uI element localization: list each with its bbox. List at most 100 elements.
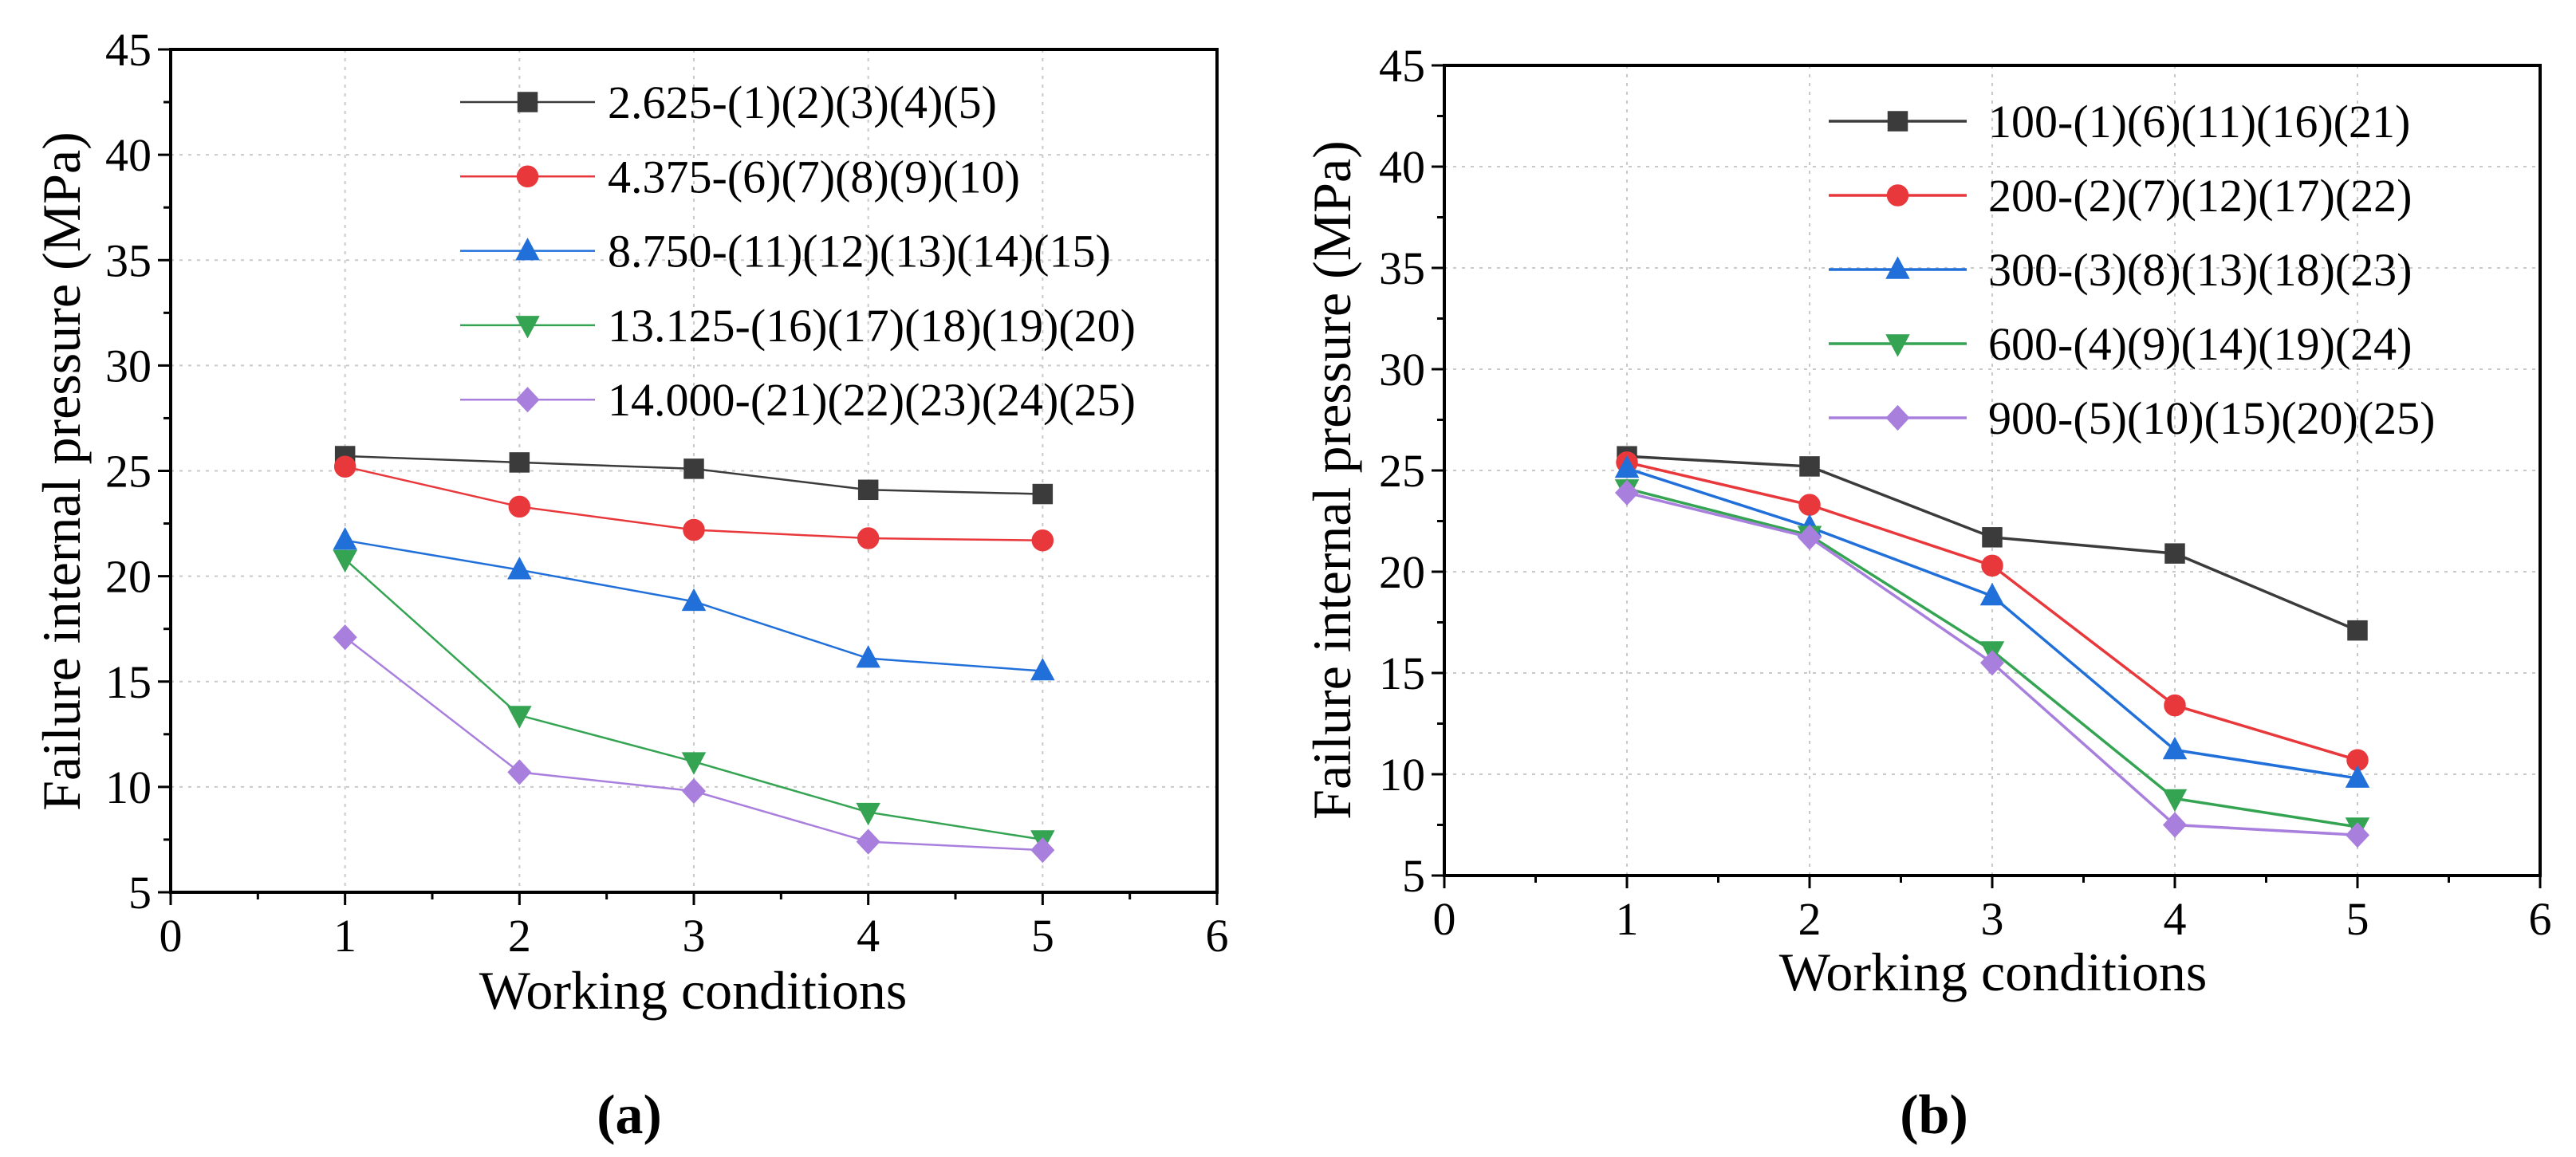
- chart-a-panel-label: (a): [597, 1084, 662, 1146]
- chart-b-legend-marker-4: [1885, 334, 1910, 357]
- chart-b-legend-label-3: 300-(3)(8)(13)(18)(23): [1988, 244, 2412, 296]
- chart-b-series-5-point-2: [1797, 524, 1822, 550]
- chart-b-y-tick-label-20: 20: [1379, 546, 1425, 598]
- chart-b-y-tick-label-45: 45: [1379, 40, 1425, 92]
- chart-a-y-tick-label-20: 20: [105, 551, 152, 603]
- chart-b-series-5-point-5: [2345, 822, 2370, 848]
- chart-a-series-2-point-1: [333, 455, 356, 478]
- chart-b-x-tick-label-3: 3: [1981, 893, 2004, 945]
- chart-a-x-tick-label-1: 1: [333, 910, 356, 962]
- chart-a-series-2-point-4: [857, 527, 880, 549]
- chart-b-x-axis-title: Working conditions: [1779, 942, 2208, 1002]
- chart-a-legend-marker-4: [515, 316, 540, 339]
- chart-b-series-3-point-3: [1979, 582, 2005, 606]
- chart-b-legend-marker-5: [1885, 404, 1910, 431]
- chart-a-legend-label-1: 2.625-(1)(2)(3)(4)(5): [608, 77, 997, 128]
- chart-b-y-tick-label-25: 25: [1379, 445, 1425, 497]
- chart-a-series-4-point-4: [856, 802, 880, 826]
- chart-a-x-tick-label-2: 2: [508, 910, 531, 962]
- chart-a-legend-marker-5: [515, 387, 540, 413]
- chart-a-y-tick-label-10: 10: [105, 761, 152, 813]
- chart-b-y-tick-label-5: 5: [1402, 850, 1425, 902]
- chart-a-legend-marker-2: [516, 165, 539, 188]
- chart-b-y-axis-title: Failure internal pressure (MPa): [1302, 140, 1362, 820]
- chart-b-series-5-point-3: [1979, 650, 2005, 676]
- chart-a-series-4-point-1: [333, 549, 357, 573]
- chart-a-series-2-point-2: [508, 495, 531, 518]
- chart-b-panel-label: (b): [1900, 1084, 1968, 1146]
- chart-b-y-tick-label-30: 30: [1379, 344, 1425, 396]
- chart-a-x-tick-label-0: 0: [160, 910, 183, 962]
- chart-a-series-1-point-4: [857, 479, 879, 501]
- chart-a-y-axis-title: Failure internal pressure (MPa): [31, 132, 92, 811]
- chart-b-legend-label-1: 100-(1)(6)(11)(16)(21): [1988, 96, 2410, 148]
- chart-b-x-tick-label-4: 4: [2164, 893, 2187, 945]
- chart-b-x-tick-label-5: 5: [2346, 893, 2369, 945]
- chart-a-series-1-point-3: [683, 458, 704, 479]
- chart-b-series-1-point-4: [2164, 543, 2185, 564]
- chart-b-legend-marker-3: [1885, 256, 1910, 279]
- chart-a-legend-label-2: 4.375-(6)(7)(8)(9)(10): [608, 151, 1020, 203]
- chart-a-y-tick-label-40: 40: [105, 129, 152, 181]
- chart-b-y-tick-label-10: 10: [1379, 749, 1425, 801]
- chart-a-series-2-point-5: [1031, 529, 1054, 552]
- chart-panel-a: 0 1 2 3 4 5 6510152025303540452.625-(1)(2)(3)(…: [31, 24, 1229, 1146]
- chart-a-y-tick-label-45: 45: [105, 24, 152, 76]
- chart-b-series-1-point-2: [1799, 456, 1820, 477]
- chart-a-y-tick-label-5: 5: [128, 867, 152, 919]
- chart-a-x-tick-label-5: 5: [1031, 910, 1054, 962]
- chart-a-legend-marker-3: [515, 238, 540, 261]
- chart-b-series-5-point-4: [2162, 812, 2188, 838]
- chart-a-y-tick-label-25: 25: [105, 446, 152, 498]
- chart-a-series-3-point-1: [333, 527, 357, 550]
- chart-a-series-5-point-1: [333, 624, 357, 651]
- chart-a-y-tick-label-35: 35: [105, 234, 152, 286]
- chart-b-series-2-point-2: [1798, 494, 1821, 516]
- chart-a-y-tick-label-15: 15: [105, 656, 152, 708]
- chart-a-series-3-point-5: [1030, 657, 1055, 681]
- chart-a-series-2-point-3: [683, 518, 705, 541]
- chart-b-legend-label-5: 900-(5)(10)(15)(20)(25): [1988, 392, 2435, 444]
- chart-b-series-3-point-1: [1614, 455, 1640, 478]
- chart-b-x-tick-label-1: 1: [1616, 893, 1639, 945]
- chart-b-y-tick-label-35: 35: [1379, 242, 1425, 294]
- chart-b-legend-label-4: 600-(4)(9)(14)(19)(24): [1988, 318, 2412, 370]
- chart-b-legend-label-2: 200-(2)(7)(12)(17)(22): [1988, 170, 2412, 222]
- chart-b-series-1-point-5: [2347, 620, 2368, 641]
- chart-a-legend-marker-1: [517, 92, 538, 112]
- chart-b-series-4-point-4: [2162, 789, 2188, 813]
- chart-b-x-tick-label-2: 2: [1798, 893, 1822, 945]
- chart-b-series-3-point-5: [2345, 765, 2370, 788]
- chart-a-x-axis-title: Working conditions: [479, 960, 908, 1021]
- chart-b-series-3-point-4: [2162, 736, 2188, 760]
- chart-b-legend-marker-1: [1887, 111, 1908, 132]
- chart-a-series-5-point-4: [856, 828, 880, 855]
- chart-a-series-3-point-3: [681, 588, 707, 612]
- chart-b-series-5-point-1: [1614, 479, 1640, 506]
- chart-a-series-1-point-2: [509, 452, 530, 473]
- chart-a-x-tick-label-3: 3: [683, 910, 706, 962]
- chart-b-y-tick-label-15: 15: [1379, 647, 1425, 699]
- chart-a-series-5-point-2: [507, 759, 532, 785]
- chart-a-legend-label-4: 13.125-(16)(17)(18)(19)(20): [608, 300, 1136, 352]
- chart-b-series-2-point-3: [1981, 554, 2003, 577]
- chart-a-series-4-point-2: [507, 706, 532, 729]
- chart-b-series-1-point-3: [1982, 527, 2003, 548]
- chart-a-x-tick-label-6: 6: [1206, 910, 1229, 962]
- chart-panel-b: 0 1 2 3 4 5 651015202530354045100-(1)(6)(11)(1…: [1302, 40, 2552, 1146]
- chart-b-y-tick-label-40: 40: [1379, 141, 1425, 193]
- chart-a-series-5-point-3: [681, 778, 707, 805]
- chart-a-series-4-point-3: [681, 752, 707, 775]
- chart-a-legend-label-3: 8.750-(11)(12)(13)(14)(15): [608, 226, 1111, 277]
- chart-a-series-5-point-5: [1030, 837, 1055, 864]
- chart-b-x-tick-label-0: 0: [1433, 893, 1456, 945]
- chart-a-series-3-point-2: [507, 557, 532, 580]
- chart-b-legend-marker-2: [1886, 184, 1909, 207]
- chart-b-series-2-point-4: [2164, 694, 2186, 717]
- chart-a-y-tick-label-30: 30: [105, 340, 152, 392]
- chart-a-x-tick-label-4: 4: [857, 910, 880, 962]
- chart-a-legend-label-5: 14.000-(21)(22)(23)(24)(25): [608, 374, 1136, 426]
- chart-a-series-1-point-5: [1032, 483, 1054, 505]
- chart-a-series-3-point-4: [856, 645, 880, 668]
